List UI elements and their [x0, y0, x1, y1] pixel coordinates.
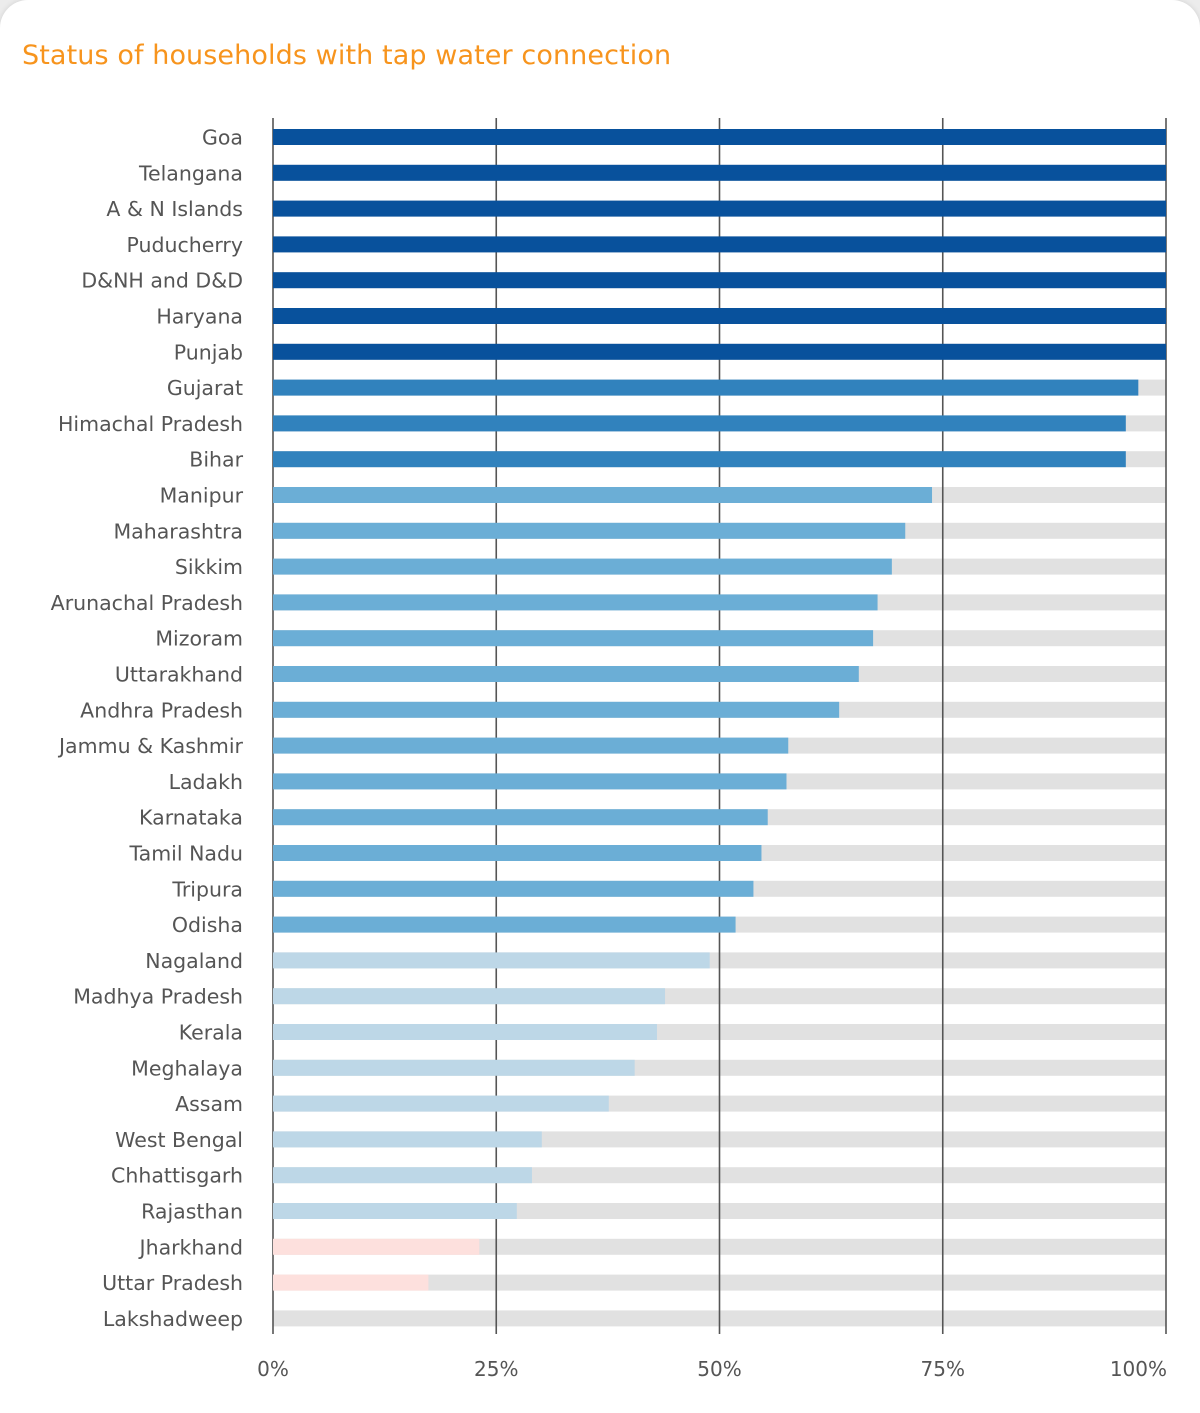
category-label: Gujarat: [167, 376, 243, 400]
bar: [273, 809, 768, 826]
bar: [273, 379, 1139, 396]
bar: [273, 1238, 480, 1255]
category-label: Himachal Pradesh: [58, 412, 243, 436]
bar: [273, 272, 1166, 289]
bar: [273, 1131, 542, 1148]
category-label: Manipur: [160, 484, 244, 508]
bar: [273, 200, 1166, 217]
bar: [273, 916, 736, 933]
category-label: Punjab: [174, 340, 243, 364]
category-label: Odisha: [172, 913, 243, 937]
bar: [273, 129, 1166, 145]
category-label: Nagaland: [145, 949, 243, 973]
x-tick-label: 50%: [697, 1357, 741, 1381]
bar: [273, 415, 1126, 432]
bar: [273, 164, 1166, 181]
bar: [273, 952, 710, 969]
bar: [273, 845, 762, 861]
bar: [273, 1059, 635, 1076]
bar: [273, 773, 787, 790]
category-label: Madhya Pradesh: [73, 985, 243, 1009]
bar: [273, 1274, 429, 1291]
bar: [273, 737, 789, 754]
bar: [273, 451, 1126, 468]
x-tick-label: 0%: [257, 1357, 289, 1381]
category-label: Arunachal Pradesh: [51, 591, 243, 615]
x-tick-label: 100%: [1110, 1357, 1167, 1381]
category-label: Lakshadweep: [103, 1307, 243, 1331]
category-label: D&NH and D&D: [81, 269, 243, 293]
category-label: Telangana: [138, 161, 243, 185]
bar: [273, 1167, 532, 1184]
bar: [273, 558, 892, 575]
category-label: Assam: [175, 1092, 243, 1116]
x-tick-label: 25%: [474, 1357, 518, 1381]
category-label: Haryana: [156, 305, 243, 329]
category-label: Maharashtra: [114, 519, 244, 543]
category-label: Rajasthan: [141, 1200, 243, 1224]
category-label: Jammu & Kashmir: [57, 734, 244, 758]
bar: [273, 343, 1166, 360]
category-label: Tamil Nadu: [129, 842, 243, 866]
category-label: Meghalaya: [131, 1056, 243, 1080]
category-label: Puducherry: [126, 233, 243, 257]
bar: [273, 308, 1166, 324]
bar: [273, 701, 840, 718]
category-label: Uttarakhand: [115, 663, 243, 687]
bar: [273, 988, 666, 1005]
category-label: Mizoram: [155, 627, 243, 651]
bar: [273, 522, 906, 539]
category-label: Andhra Pradesh: [80, 698, 243, 722]
category-label: A & N Islands: [106, 197, 243, 221]
category-label: Ladakh: [169, 770, 243, 794]
x-tick-label: 75%: [921, 1357, 965, 1381]
bar: [273, 1203, 517, 1219]
category-label: Goa: [202, 126, 243, 150]
bar: [273, 880, 754, 897]
category-label: Sikkim: [175, 555, 243, 579]
bar: [273, 666, 859, 682]
category-label: Bihar: [189, 448, 243, 472]
chart-title: Status of households with tap water conn…: [22, 40, 672, 71]
category-label: Jharkhand: [138, 1235, 243, 1259]
bar: [273, 630, 874, 647]
bar: [273, 1095, 609, 1112]
bar: [273, 236, 1166, 253]
category-label: Karnataka: [139, 806, 243, 830]
category-label: Uttar Pradesh: [102, 1271, 243, 1295]
category-label: West Bengal: [115, 1128, 243, 1152]
category-label: Kerala: [179, 1021, 243, 1045]
bar: [273, 594, 878, 611]
bar: [273, 1024, 657, 1040]
category-label: Chhattisgarh: [111, 1164, 243, 1188]
category-label: Tripura: [171, 877, 243, 901]
bar: [273, 487, 933, 503]
